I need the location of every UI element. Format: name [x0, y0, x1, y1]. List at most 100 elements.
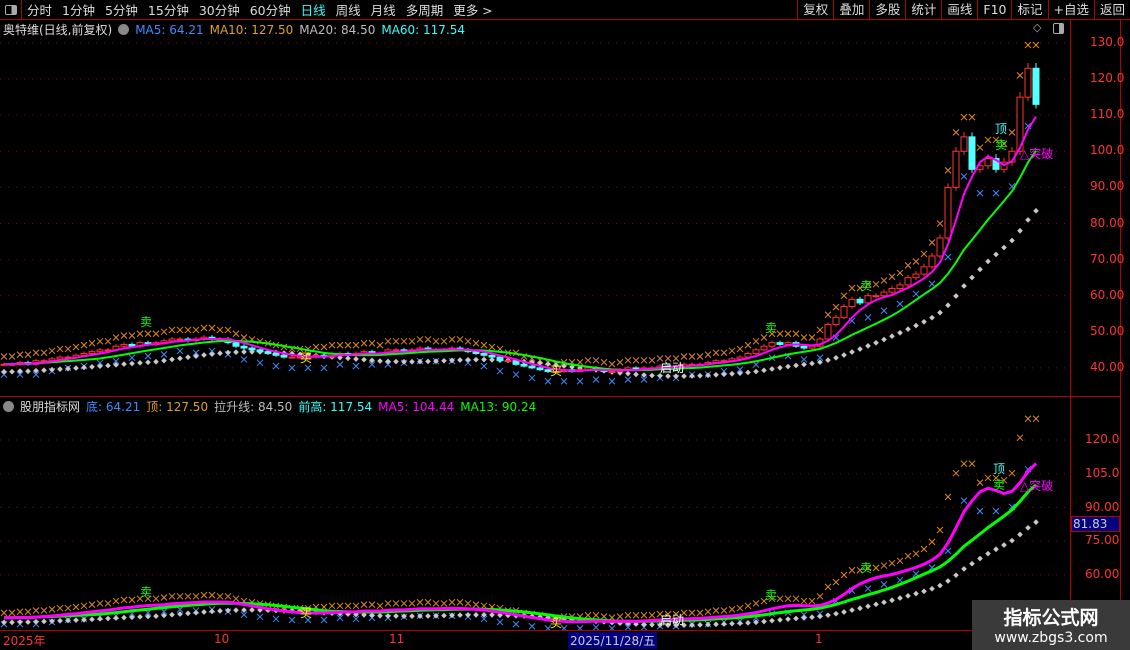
trail-diamond	[153, 358, 159, 365]
period-tab[interactable]: 5分钟	[104, 3, 138, 18]
x-marker	[40, 349, 48, 357]
period-tab[interactable]: 15分钟	[147, 3, 189, 18]
trail-diamond	[57, 617, 63, 624]
candle-body	[920, 266, 928, 275]
x-marker	[432, 337, 440, 345]
diamond-icon[interactable]: ◇	[1033, 21, 1042, 34]
period-tab[interactable]: 分时	[27, 3, 53, 18]
x-marker	[240, 356, 248, 363]
panel-icon[interactable]	[1053, 23, 1064, 34]
period-tab[interactable]: 周线	[335, 3, 361, 18]
trail-diamond	[545, 361, 551, 367]
x-marker	[784, 330, 792, 338]
trail-diamond	[161, 612, 167, 619]
x-marker	[440, 337, 448, 345]
x-marker	[496, 618, 504, 626]
period-tab[interactable]: 更多 >	[453, 3, 493, 18]
trail-diamond	[897, 329, 903, 336]
x-marker	[904, 261, 912, 269]
trail-diamond	[817, 613, 823, 620]
tool-button[interactable]: 复权	[797, 0, 833, 20]
x-marker	[616, 613, 624, 620]
trail-diamond	[713, 371, 719, 378]
panel-toggle-button[interactable]	[0, 0, 22, 20]
period-tab[interactable]: 多周期	[405, 3, 444, 18]
x-marker	[944, 166, 952, 174]
x-marker	[104, 600, 112, 607]
stock-title[interactable]: 奥特维(日线,前复权)	[3, 23, 113, 37]
trail-diamond	[753, 619, 759, 626]
trail-diamond	[929, 314, 935, 321]
legend-lasheng: 拉升线: 84.50	[214, 400, 293, 414]
x-marker	[352, 602, 360, 610]
x-marker	[392, 337, 400, 345]
x-marker	[64, 604, 72, 612]
period-tab[interactable]: 30分钟	[198, 3, 240, 18]
trail-diamond	[185, 354, 191, 361]
trail-diamond	[785, 616, 791, 622]
tool-button[interactable]: +自选	[1047, 0, 1094, 20]
period-tab[interactable]: 月线	[370, 3, 396, 18]
tool-button[interactable]: 多股	[869, 0, 905, 20]
x-marker	[664, 610, 672, 618]
x-marker	[864, 314, 872, 321]
trail-diamond	[441, 357, 447, 364]
candle-body	[128, 343, 136, 347]
tool-button[interactable]: 画线	[941, 0, 977, 20]
x-marker	[640, 623, 648, 630]
trail-diamond	[761, 618, 767, 625]
x-marker	[352, 615, 360, 623]
period-tab[interactable]: 日线	[300, 3, 326, 18]
trail-diamond	[353, 356, 359, 362]
x-marker	[392, 600, 400, 607]
x-marker	[736, 366, 744, 373]
signal-label: △突破	[1020, 146, 1053, 161]
x-marker	[56, 345, 64, 353]
tool-button[interactable]: 返回	[1093, 0, 1130, 20]
dropdown-icon[interactable]	[118, 24, 130, 35]
tool-button[interactable]: 标记	[1011, 0, 1047, 20]
x-marker	[352, 362, 360, 370]
x-marker	[744, 341, 752, 349]
x-marker	[32, 607, 40, 614]
trail-diamond	[689, 373, 695, 379]
x-marker	[328, 341, 336, 349]
trail-diamond	[49, 618, 55, 624]
x-marker	[616, 358, 624, 366]
tool-button[interactable]: 统计	[905, 0, 941, 20]
dropdown-icon[interactable]	[3, 401, 14, 412]
panel-divider[interactable]	[0, 396, 1120, 397]
trail-diamond	[689, 622, 695, 628]
x-marker	[400, 337, 408, 345]
x-marker	[880, 581, 888, 588]
x-marker	[496, 367, 504, 375]
trail-diamond	[993, 546, 999, 553]
trail-diamond	[897, 595, 903, 601]
x-marker	[360, 601, 368, 608]
side-panel-strip[interactable]	[1120, 20, 1130, 630]
candle-body	[928, 255, 936, 268]
trail-diamond	[753, 368, 759, 375]
trail-diamond	[985, 550, 991, 557]
x-marker	[88, 339, 96, 347]
x-marker	[888, 559, 896, 567]
trail-diamond	[33, 618, 39, 625]
trail-diamond	[41, 618, 47, 625]
period-tab[interactable]: 1分钟	[62, 3, 95, 18]
time-label: 11	[389, 632, 405, 646]
trail-diamond	[625, 370, 631, 377]
candle-body	[264, 351, 272, 354]
trail-diamond	[153, 613, 159, 619]
tool-button[interactable]: 叠加	[833, 0, 869, 20]
trail-diamond	[217, 350, 223, 357]
x-marker	[192, 326, 200, 334]
x-marker	[840, 292, 848, 300]
tool-button[interactable]: F10	[977, 0, 1011, 20]
x-marker	[176, 347, 184, 355]
indicator-name[interactable]: 股朋指标网	[20, 400, 81, 414]
x-marker	[440, 600, 448, 607]
candle-body	[864, 295, 872, 304]
x-marker	[944, 493, 952, 501]
period-tab[interactable]: 60分钟	[249, 3, 291, 18]
